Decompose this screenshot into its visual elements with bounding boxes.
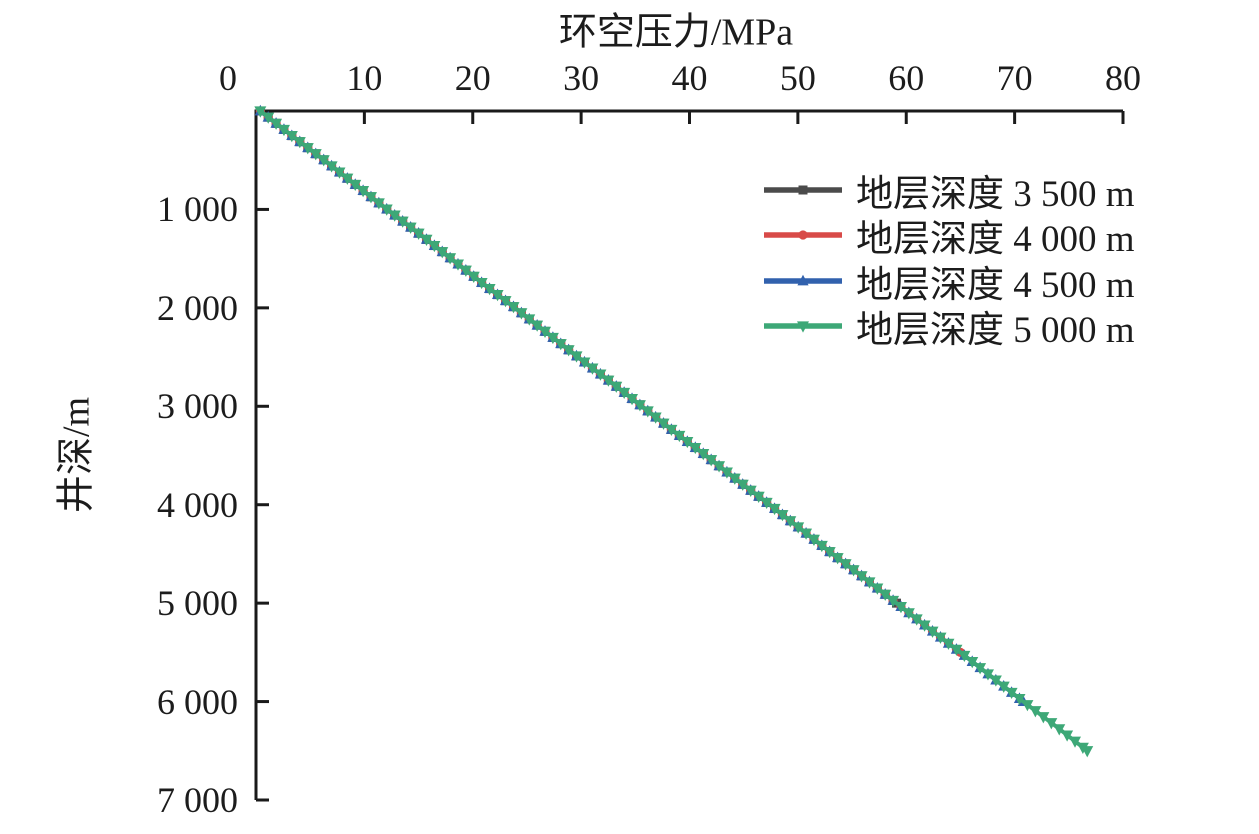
- legend-item-4500: 地层深度 4 500 m: [761, 258, 1135, 306]
- legend-label: 地层深度 4 500 m: [856, 264, 1135, 306]
- square-marker-swatch-icon: [764, 185, 842, 195]
- x-tick-label: 80: [1105, 58, 1141, 98]
- legend-label: 地层深度 3 500 m: [856, 173, 1135, 215]
- x-axis-title: 环空压力/MPa: [558, 11, 794, 54]
- y-tick-label: 5 000: [157, 583, 238, 624]
- x-tick-label: 60: [888, 58, 925, 98]
- y-tick-label: 3 000: [157, 386, 238, 427]
- x-tick-label: 70: [996, 58, 1033, 98]
- legend-label: 地层深度 4 000 m: [856, 219, 1135, 261]
- axes: [254, 109, 1125, 802]
- y-tick-label: 4 000: [157, 484, 238, 525]
- legend-item-4000: 地层深度 4 000 m: [761, 213, 1135, 260]
- x-tick-label: 50: [779, 58, 816, 98]
- triangle-up-marker-swatch-icon: [764, 274, 842, 286]
- legend: 地层深度 3 500 m 地层深度 4 000 m 地层深度 4 500 m 地层深度…: [761, 167, 1135, 351]
- legend-label: 地层深度 5 000 m: [856, 310, 1135, 352]
- series-5000: [254, 106, 1094, 758]
- y-tick-label: 7 000: [157, 780, 238, 820]
- y-tick-label: 2 000: [157, 287, 238, 328]
- legend-item-3500: 地层深度 3 500 m: [761, 167, 1135, 215]
- triangle-down-marker-swatch-icon: [764, 321, 842, 333]
- circle-marker-swatch-icon: [764, 230, 842, 240]
- legend-item-5000: 地层深度 5 000 m: [761, 304, 1135, 351]
- y-tick-label: 1 000: [157, 189, 238, 230]
- y-tick-label: 6 000: [157, 681, 238, 722]
- x-tick-label: 20: [454, 58, 491, 98]
- x-tick-label: 40: [671, 58, 708, 98]
- y-axis-title: 井深/m: [55, 396, 98, 514]
- x-tick-label: 0: [219, 58, 237, 98]
- x-tick-label: 10: [346, 58, 383, 98]
- x-tick-label: 30: [563, 58, 600, 98]
